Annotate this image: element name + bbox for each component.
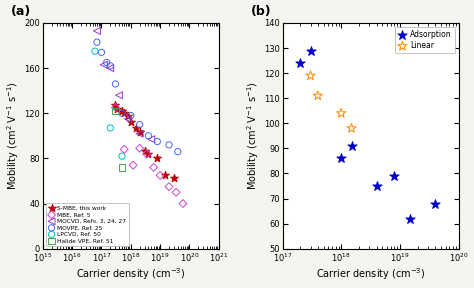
Text: (b): (b)	[251, 5, 272, 18]
Linear	[337, 111, 345, 115]
S-MBE, this work	[132, 126, 140, 130]
Halide VPE, Ref. 51	[118, 165, 126, 170]
S-MBE, this work	[145, 151, 152, 156]
MOVPE, Ref. 25	[127, 113, 135, 118]
S-MBE, this work	[141, 148, 148, 153]
MBE, Ref. 5	[179, 201, 187, 206]
MBE, Ref. 5	[150, 165, 157, 170]
LPCVD, Ref. 50	[118, 154, 126, 158]
MOVPE, Ref. 25	[98, 50, 105, 55]
MOVPE, Ref. 25	[112, 82, 119, 86]
MOCVD, Refs. 3, 24, 27	[147, 137, 155, 141]
S-MBE, this work	[124, 113, 132, 118]
MOCVD, Refs. 3, 24, 27	[136, 131, 144, 136]
MOCVD, Refs. 3, 24, 27	[100, 62, 108, 67]
S-MBE, this work	[154, 156, 161, 161]
Adsorption	[337, 156, 345, 161]
Y-axis label: Mobility (cm$^2$ V$^{-1}$ s$^{-1}$): Mobility (cm$^2$ V$^{-1}$ s$^{-1}$)	[6, 82, 21, 190]
Adsorption	[373, 184, 380, 188]
S-MBE, this work	[136, 130, 144, 135]
MOVPE, Ref. 25	[107, 64, 114, 68]
Halide VPE, Ref. 51	[112, 109, 119, 113]
MBE, Ref. 5	[143, 151, 151, 156]
MBE, Ref. 5	[136, 146, 144, 151]
Adsorption	[307, 48, 314, 53]
MOVPE, Ref. 25	[136, 122, 144, 127]
Adsorption	[348, 143, 356, 148]
S-MBE, this work	[112, 103, 119, 108]
S-MBE, this work	[118, 109, 126, 113]
MOCVD, Refs. 3, 24, 27	[124, 117, 132, 121]
X-axis label: Carrier density (cm$^{-3}$): Carrier density (cm$^{-3}$)	[76, 267, 185, 283]
MOVPE, Ref. 25	[145, 134, 152, 138]
Adsorption	[406, 216, 414, 221]
Legend: S-MBE, this work, MBE, Ref. 5, MOCVD, Refs. 3, 24, 27, MOVPE, Ref. 25, LPCVD, Re: S-MBE, this work, MBE, Ref. 5, MOCVD, Re…	[46, 203, 129, 246]
MOCVD, Refs. 3, 24, 27	[107, 66, 114, 71]
Linear	[307, 73, 314, 78]
Adsorption	[296, 61, 304, 65]
Text: (a): (a)	[11, 5, 31, 18]
X-axis label: Carrier density (cm$^{-3}$): Carrier density (cm$^{-3}$)	[316, 267, 425, 283]
S-MBE, this work	[127, 120, 135, 125]
S-MBE, this work	[170, 175, 178, 180]
MOVPE, Ref. 25	[165, 143, 173, 147]
Linear	[348, 126, 356, 131]
S-MBE, this work	[120, 111, 128, 115]
MOCVD, Refs. 3, 24, 27	[115, 93, 123, 98]
LPCVD, Ref. 50	[107, 126, 114, 130]
Adsorption	[391, 174, 398, 178]
MBE, Ref. 5	[129, 163, 137, 168]
MOVPE, Ref. 25	[93, 40, 100, 44]
MOCVD, Refs. 3, 24, 27	[93, 29, 100, 33]
S-MBE, this work	[162, 173, 169, 178]
MBE, Ref. 5	[173, 190, 180, 195]
MOVPE, Ref. 25	[174, 149, 182, 154]
Legend: Adsorption, Linear: Adsorption, Linear	[395, 27, 455, 53]
MOVPE, Ref. 25	[154, 139, 161, 144]
MBE, Ref. 5	[120, 147, 128, 152]
S-MBE, this work	[114, 107, 121, 111]
MOVPE, Ref. 25	[103, 60, 110, 65]
MOVPE, Ref. 25	[118, 111, 126, 115]
MBE, Ref. 5	[156, 173, 164, 178]
MBE, Ref. 5	[112, 105, 119, 110]
Y-axis label: Mobility (cm$^2$ V$^{-1}$ s$^{-1}$): Mobility (cm$^2$ V$^{-1}$ s$^{-1}$)	[245, 82, 261, 190]
Linear	[314, 93, 322, 98]
LPCVD, Ref. 50	[91, 49, 99, 54]
Adsorption	[431, 201, 439, 206]
MBE, Ref. 5	[165, 184, 173, 189]
